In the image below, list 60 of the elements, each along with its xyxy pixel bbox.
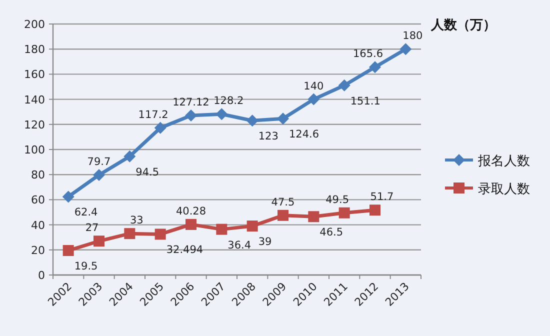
y-tick-label: 60 <box>31 194 45 207</box>
data-label: 128.2 <box>214 95 244 108</box>
data-label: 140 <box>304 80 324 92</box>
legend-label: 录取人数 <box>478 182 530 197</box>
y-tick-label: 200 <box>24 18 45 31</box>
point <box>216 224 228 235</box>
data-label: 127.12 <box>172 96 210 108</box>
data-label: 79.7 <box>87 156 111 168</box>
y-tick-label: 100 <box>24 144 45 156</box>
data-label: 39 <box>258 236 272 248</box>
point <box>278 210 288 221</box>
point <box>124 228 136 240</box>
point <box>338 207 350 218</box>
point <box>93 168 105 181</box>
data-label: 49.5 <box>326 194 350 206</box>
data-label: 33 <box>130 214 144 227</box>
point <box>62 245 74 256</box>
data-label: 51.7 <box>370 191 394 204</box>
point <box>154 122 166 134</box>
data-label: 46.5 <box>320 226 344 239</box>
legend-label: 报名人数 <box>477 154 530 169</box>
y-tick-label: 180 <box>24 43 45 56</box>
y-tick-label: 140 <box>24 93 45 106</box>
point <box>308 93 320 106</box>
point <box>62 190 74 203</box>
point <box>400 43 412 56</box>
data-label: 27 <box>85 222 99 234</box>
point <box>277 112 289 125</box>
point <box>369 61 381 74</box>
point <box>154 228 166 240</box>
data-label: 180 <box>402 30 423 42</box>
y-tick-label: 40 <box>31 218 45 232</box>
point <box>94 236 104 247</box>
y-tick-label: 120 <box>24 118 45 132</box>
data-label: 165.6 <box>352 48 384 60</box>
point <box>186 218 196 230</box>
data-label: 124.6 <box>289 128 320 141</box>
point <box>124 150 136 162</box>
point <box>370 204 380 216</box>
y-tick-label: 0 <box>38 269 45 282</box>
data-label: 94.5 <box>136 166 160 178</box>
point <box>338 79 350 92</box>
point <box>216 108 228 120</box>
data-label: 40.28 <box>176 205 206 218</box>
data-label: 36.4 <box>228 239 252 252</box>
y-tick-label: 160 <box>24 68 45 82</box>
y-axis-title: 人数（万） <box>430 18 496 33</box>
data-label: 32.494 <box>166 244 204 256</box>
data-label: 19.5 <box>74 260 98 273</box>
y-tick-label: 80 <box>31 168 45 182</box>
data-label: 123 <box>258 130 278 143</box>
point <box>185 109 197 122</box>
data-label: 62.4 <box>74 206 98 219</box>
data-label: 151.1 <box>350 95 380 108</box>
point <box>246 220 258 232</box>
data-label: 117.2 <box>138 108 168 121</box>
point <box>308 211 320 222</box>
y-tick-label: 20 <box>31 244 45 257</box>
data-label: 47.5 <box>271 196 295 208</box>
point <box>246 114 258 127</box>
